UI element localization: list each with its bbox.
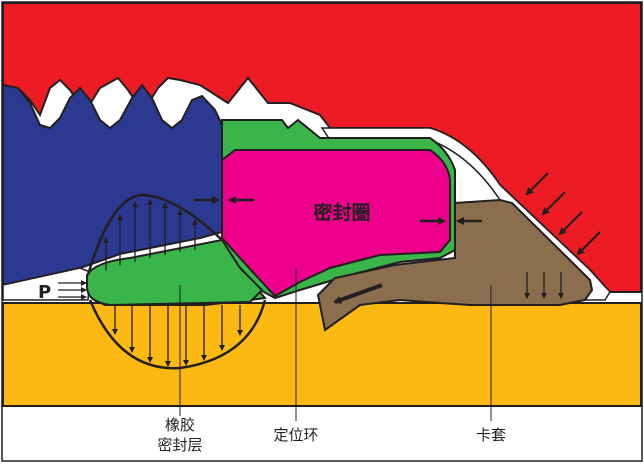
pipe <box>2 302 642 407</box>
p-pressure-arrows <box>58 280 87 300</box>
rubber-layer-label-line1: 橡胶 <box>165 416 195 434</box>
seal-compression-arrows <box>194 196 482 225</box>
rubber-lower-wedge <box>86 238 264 307</box>
locating-ring-label: 定位环 <box>273 426 318 444</box>
seal-ring-label: 密封圈 <box>313 201 370 224</box>
ferrule-down-arrows <box>524 272 564 299</box>
seal-ring <box>221 149 451 298</box>
clamp-arrows <box>525 172 601 256</box>
ferrule-label: 卡套 <box>476 426 506 444</box>
ferrule-motion-arrow <box>333 283 383 304</box>
threaded-body <box>1 83 223 287</box>
pressure-curve-upper <box>86 193 223 276</box>
rubber-layer-label-line2: 密封层 <box>157 436 202 454</box>
upper-pressure-arrows <box>103 199 198 270</box>
pressure-label: P <box>38 282 51 303</box>
ferrule <box>316 198 594 332</box>
lower-pressure-arrows <box>112 305 243 367</box>
